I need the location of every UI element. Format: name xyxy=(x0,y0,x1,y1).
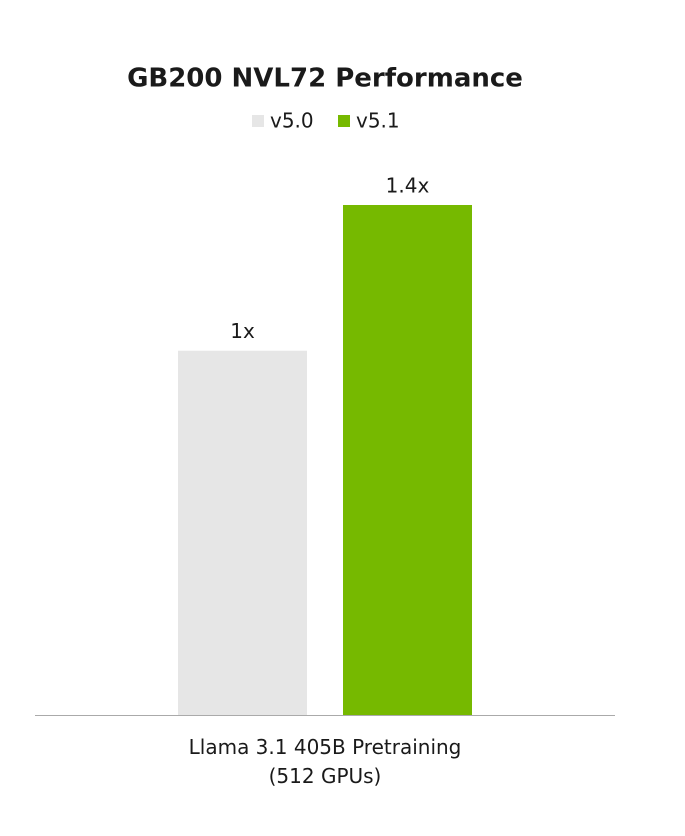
x-tick-label: Llama 3.1 405B Pretraining (512 GPUs) xyxy=(188,735,462,788)
bar xyxy=(343,205,472,715)
legend-label: v5.1 xyxy=(356,109,400,133)
legend-swatch xyxy=(252,115,264,127)
chart-title: GB200 NVL72 Performance xyxy=(127,64,523,94)
bar xyxy=(178,350,307,715)
legend-swatch xyxy=(338,115,350,127)
value-label: 1.4x xyxy=(386,174,430,198)
legend-label: v5.0 xyxy=(270,109,314,133)
value-label: 1x xyxy=(230,319,255,343)
